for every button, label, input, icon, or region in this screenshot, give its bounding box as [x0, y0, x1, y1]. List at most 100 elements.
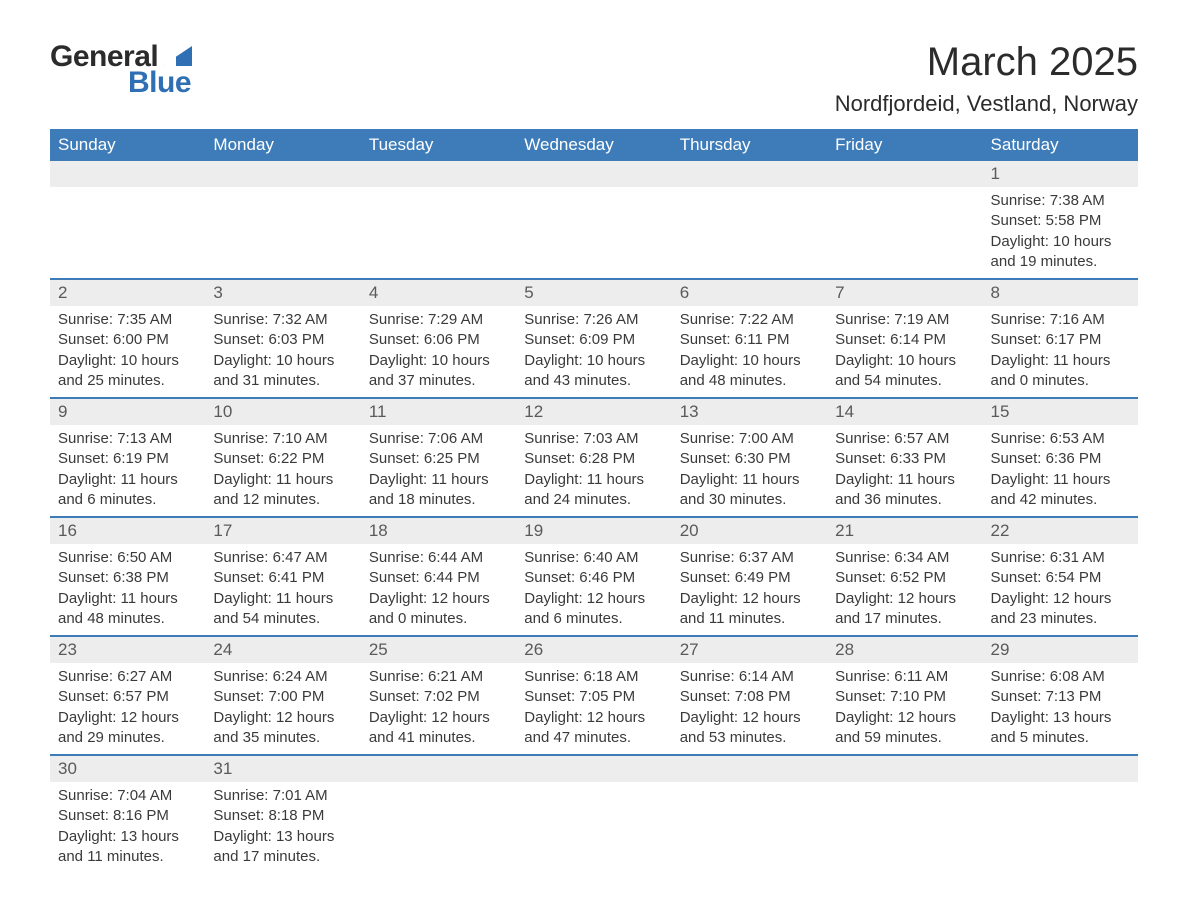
daylight-line: Daylight: 12 hours [369, 589, 508, 609]
sunset-line: Sunset: 6:30 PM [680, 449, 819, 469]
daylight-line: Daylight: 13 hours [58, 827, 197, 847]
sunrise-line: Sunrise: 7:19 AM [835, 310, 974, 330]
day-data: Sunrise: 6:18 AMSunset: 7:05 PMDaylight:… [516, 663, 671, 754]
calendar-day-cell: 9Sunrise: 7:13 AMSunset: 6:19 PMDaylight… [50, 398, 205, 517]
day-data: Sunrise: 7:22 AMSunset: 6:11 PMDaylight:… [672, 306, 827, 397]
daylight-line: and 0 minutes. [369, 609, 508, 629]
calendar-day-cell: 16Sunrise: 6:50 AMSunset: 6:38 PMDayligh… [50, 517, 205, 636]
calendar-day-cell [516, 161, 671, 279]
daylight-line: and 43 minutes. [524, 371, 663, 391]
sunset-line: Sunset: 6:54 PM [991, 568, 1130, 588]
day-number: 28 [827, 637, 982, 663]
day-data: Sunrise: 6:21 AMSunset: 7:02 PMDaylight:… [361, 663, 516, 754]
calendar-day-cell: 6Sunrise: 7:22 AMSunset: 6:11 PMDaylight… [672, 279, 827, 398]
day-number: 2 [50, 280, 205, 306]
day-data: Sunrise: 6:44 AMSunset: 6:44 PMDaylight:… [361, 544, 516, 635]
sunset-line: Sunset: 6:09 PM [524, 330, 663, 350]
daylight-line: Daylight: 11 hours [369, 470, 508, 490]
month-title: March 2025 [835, 40, 1138, 85]
sunset-line: Sunset: 8:16 PM [58, 806, 197, 826]
calendar-day-cell: 27Sunrise: 6:14 AMSunset: 7:08 PMDayligh… [672, 636, 827, 755]
daylight-line: and 35 minutes. [213, 728, 352, 748]
daylight-line: and 42 minutes. [991, 490, 1130, 510]
day-data: Sunrise: 7:32 AMSunset: 6:03 PMDaylight:… [205, 306, 360, 397]
calendar-day-cell: 23Sunrise: 6:27 AMSunset: 6:57 PMDayligh… [50, 636, 205, 755]
day-data [516, 187, 671, 265]
day-data: Sunrise: 6:24 AMSunset: 7:00 PMDaylight:… [205, 663, 360, 754]
day-number [827, 756, 982, 782]
calendar-week-row: 9Sunrise: 7:13 AMSunset: 6:19 PMDaylight… [50, 398, 1138, 517]
day-number: 26 [516, 637, 671, 663]
sunset-line: Sunset: 6:44 PM [369, 568, 508, 588]
sunrise-line: Sunrise: 7:10 AM [213, 429, 352, 449]
daylight-line: and 11 minutes. [58, 847, 197, 867]
sunrise-line: Sunrise: 6:34 AM [835, 548, 974, 568]
sunset-line: Sunset: 6:22 PM [213, 449, 352, 469]
sunrise-line: Sunrise: 7:32 AM [213, 310, 352, 330]
day-data: Sunrise: 6:31 AMSunset: 6:54 PMDaylight:… [983, 544, 1138, 635]
daylight-line: and 17 minutes. [835, 609, 974, 629]
calendar-day-cell: 22Sunrise: 6:31 AMSunset: 6:54 PMDayligh… [983, 517, 1138, 636]
daylight-line: Daylight: 11 hours [213, 589, 352, 609]
sunset-line: Sunset: 7:13 PM [991, 687, 1130, 707]
sunrise-line: Sunrise: 6:40 AM [524, 548, 663, 568]
calendar-day-cell: 26Sunrise: 6:18 AMSunset: 7:05 PMDayligh… [516, 636, 671, 755]
sunset-line: Sunset: 8:18 PM [213, 806, 352, 826]
sunset-line: Sunset: 6:28 PM [524, 449, 663, 469]
sunrise-line: Sunrise: 7:22 AM [680, 310, 819, 330]
daylight-line: and 54 minutes. [835, 371, 974, 391]
sunrise-line: Sunrise: 6:11 AM [835, 667, 974, 687]
daylight-line: Daylight: 13 hours [991, 708, 1130, 728]
calendar-header-row: Sunday Monday Tuesday Wednesday Thursday… [50, 129, 1138, 161]
sunrise-line: Sunrise: 7:03 AM [524, 429, 663, 449]
sunset-line: Sunset: 6:33 PM [835, 449, 974, 469]
day-number [361, 756, 516, 782]
sunrise-line: Sunrise: 7:01 AM [213, 786, 352, 806]
sunrise-line: Sunrise: 7:06 AM [369, 429, 508, 449]
day-data: Sunrise: 7:26 AMSunset: 6:09 PMDaylight:… [516, 306, 671, 397]
day-data: Sunrise: 6:08 AMSunset: 7:13 PMDaylight:… [983, 663, 1138, 754]
sunset-line: Sunset: 7:05 PM [524, 687, 663, 707]
day-data: Sunrise: 6:50 AMSunset: 6:38 PMDaylight:… [50, 544, 205, 635]
daylight-line: Daylight: 12 hours [680, 708, 819, 728]
calendar-day-cell [827, 755, 982, 873]
calendar-day-cell: 12Sunrise: 7:03 AMSunset: 6:28 PMDayligh… [516, 398, 671, 517]
daylight-line: Daylight: 10 hours [369, 351, 508, 371]
sunrise-line: Sunrise: 6:50 AM [58, 548, 197, 568]
daylight-line: Daylight: 12 hours [835, 708, 974, 728]
sunrise-line: Sunrise: 7:26 AM [524, 310, 663, 330]
day-data: Sunrise: 6:34 AMSunset: 6:52 PMDaylight:… [827, 544, 982, 635]
calendar-day-cell: 15Sunrise: 6:53 AMSunset: 6:36 PMDayligh… [983, 398, 1138, 517]
daylight-line: and 31 minutes. [213, 371, 352, 391]
day-number: 27 [672, 637, 827, 663]
sunset-line: Sunset: 6:57 PM [58, 687, 197, 707]
day-data [361, 187, 516, 265]
title-block: March 2025 Nordfjordeid, Vestland, Norwa… [835, 40, 1138, 117]
day-number: 4 [361, 280, 516, 306]
day-data: Sunrise: 6:27 AMSunset: 6:57 PMDaylight:… [50, 663, 205, 754]
day-data: Sunrise: 6:40 AMSunset: 6:46 PMDaylight:… [516, 544, 671, 635]
day-data [827, 187, 982, 265]
calendar-day-cell: 17Sunrise: 6:47 AMSunset: 6:41 PMDayligh… [205, 517, 360, 636]
weekday-header: Saturday [983, 129, 1138, 161]
calendar-day-cell: 5Sunrise: 7:26 AMSunset: 6:09 PMDaylight… [516, 279, 671, 398]
day-data [672, 187, 827, 265]
weekday-header: Monday [205, 129, 360, 161]
day-data: Sunrise: 7:06 AMSunset: 6:25 PMDaylight:… [361, 425, 516, 516]
daylight-line: and 25 minutes. [58, 371, 197, 391]
daylight-line: Daylight: 12 hours [213, 708, 352, 728]
day-number: 24 [205, 637, 360, 663]
daylight-line: Daylight: 11 hours [991, 470, 1130, 490]
calendar-day-cell: 11Sunrise: 7:06 AMSunset: 6:25 PMDayligh… [361, 398, 516, 517]
daylight-line: and 30 minutes. [680, 490, 819, 510]
day-number: 1 [983, 161, 1138, 187]
daylight-line: and 47 minutes. [524, 728, 663, 748]
sunrise-line: Sunrise: 7:38 AM [991, 191, 1130, 211]
calendar-day-cell [672, 755, 827, 873]
sunrise-line: Sunrise: 7:35 AM [58, 310, 197, 330]
daylight-line: and 37 minutes. [369, 371, 508, 391]
day-data [516, 782, 671, 860]
sunrise-line: Sunrise: 7:00 AM [680, 429, 819, 449]
sunrise-line: Sunrise: 6:44 AM [369, 548, 508, 568]
daylight-line: and 12 minutes. [213, 490, 352, 510]
